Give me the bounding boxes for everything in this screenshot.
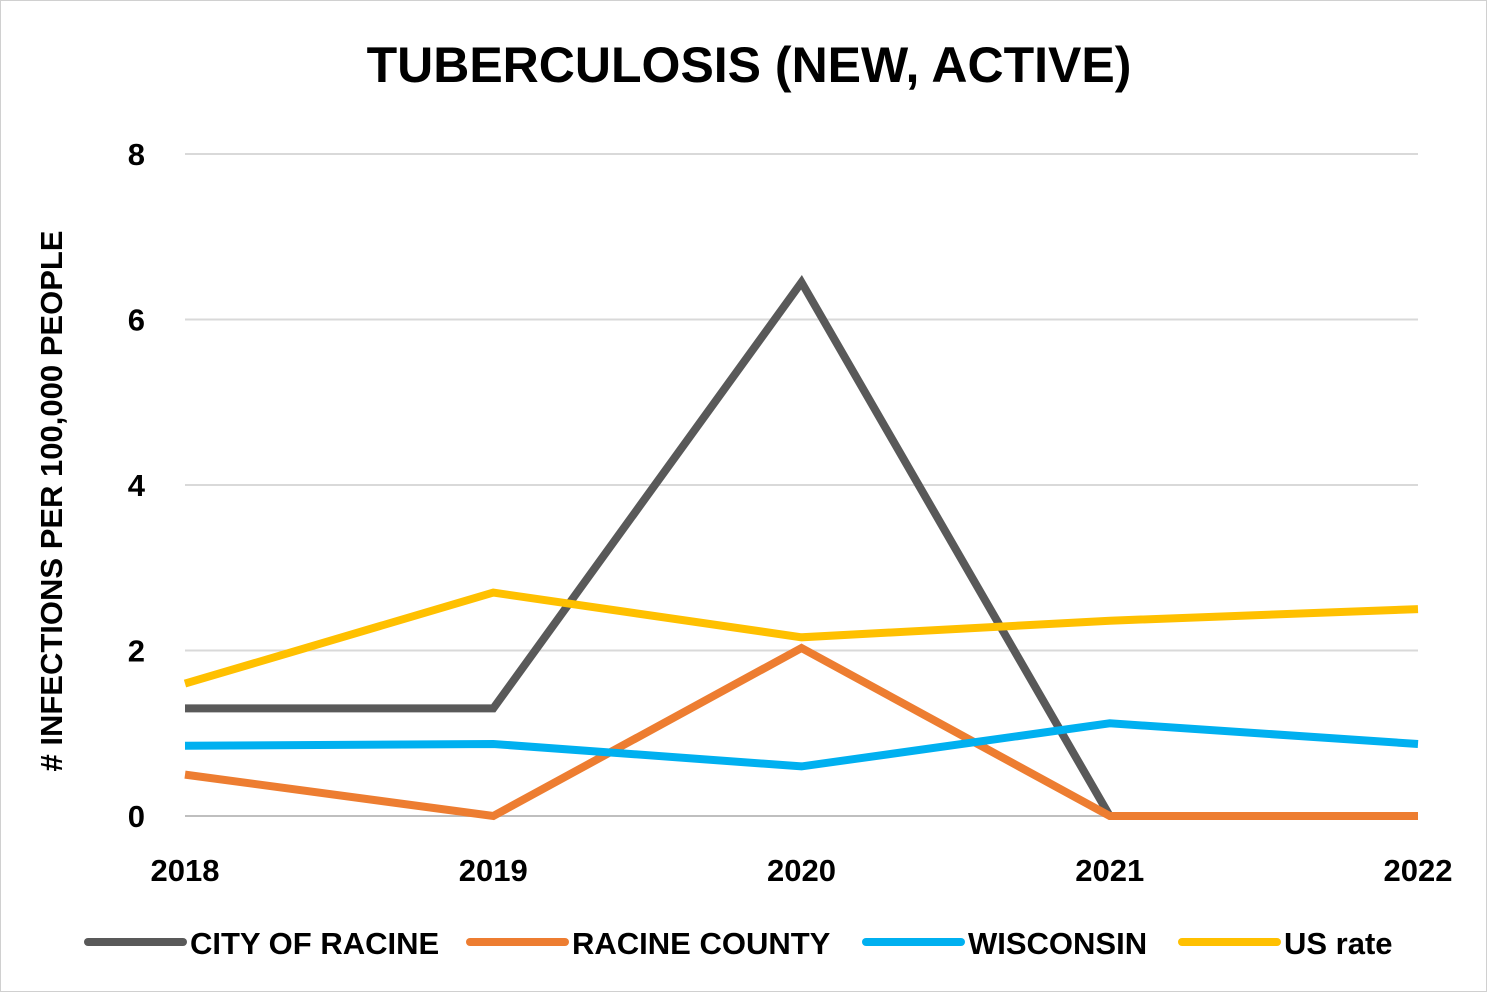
- chart-title: TUBERCULOSIS (NEW, ACTIVE): [367, 37, 1132, 93]
- y-tick-label: 0: [128, 799, 145, 834]
- x-tick-label: 2021: [1075, 853, 1144, 888]
- legend-label: WISCONSIN: [968, 926, 1147, 961]
- y-tick-label: 6: [128, 303, 145, 338]
- x-tick-label: 2018: [151, 853, 220, 888]
- legend-label: CITY OF RACINE: [190, 926, 439, 961]
- y-tick-label: 8: [128, 137, 145, 172]
- x-tick-label: 2022: [1384, 853, 1453, 888]
- legend-label: US rate: [1284, 926, 1393, 961]
- x-tick-label: 2020: [767, 853, 836, 888]
- gridlines: [185, 153, 1418, 817]
- series-line-city-of-racine: [185, 274, 1114, 819]
- series-line-us-rate: [183, 588, 1419, 688]
- y-tick-label: 4: [128, 468, 146, 503]
- y-axis-label: # INFECTIONS PER 100,000 PEOPLE: [34, 231, 69, 772]
- y-tick-label: 2: [128, 634, 145, 669]
- legend: CITY OF RACINE RACINE COUNTY WISCONSIN US r…: [84, 926, 1393, 961]
- x-tick-label: 2019: [459, 853, 528, 888]
- legend-label: RACINE COUNTY: [572, 926, 831, 961]
- y-axis-ticks: 0 2 4 6 8: [128, 137, 146, 834]
- series-lines: [183, 274, 1419, 821]
- series-line-wisconsin: [184, 719, 1419, 771]
- x-axis-ticks: 2018 2019 2020 2021 2022: [151, 853, 1453, 888]
- series-line-racine-county: [184, 643, 1418, 821]
